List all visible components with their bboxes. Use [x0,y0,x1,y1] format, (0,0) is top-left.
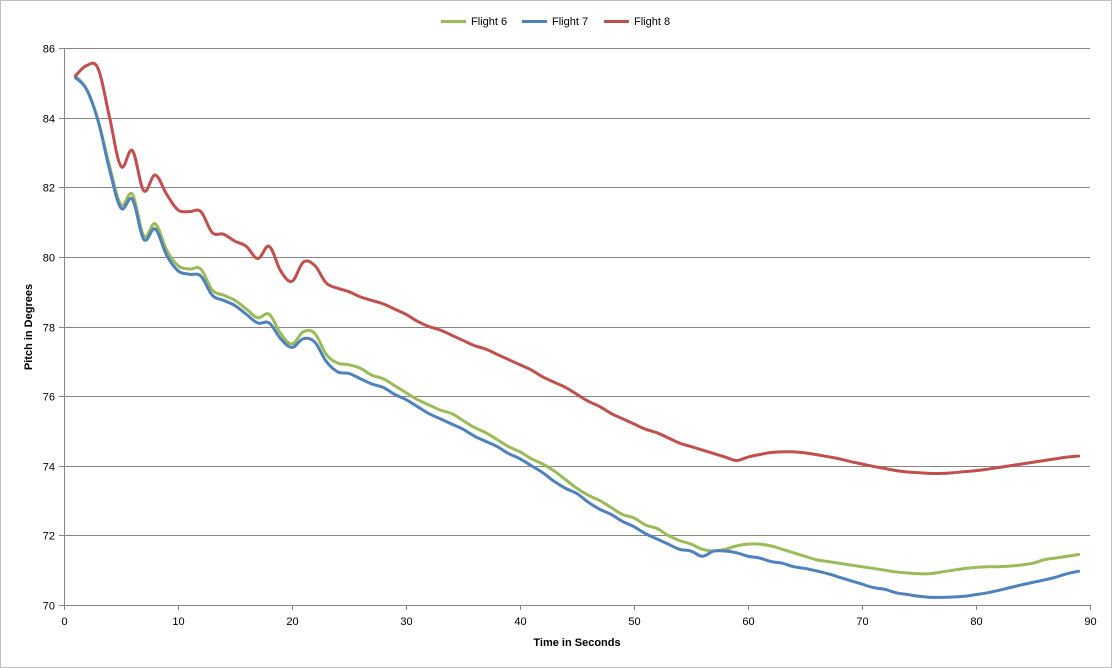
y-tick-label: 76 [43,392,55,404]
tick-labels: 70 72 74 76 78 80 82 84 86 0 10 20 30 40 50 60 70 80 90 [43,44,1097,629]
y-tick-label: 72 [43,531,55,543]
x-tick-label: 40 [514,616,526,628]
series-line-flight-8 [73,61,1081,475]
x-tick-label: 30 [400,616,412,628]
legend-label: Flight 7 [552,16,588,28]
legend-item-flight-6: Flight 6 [441,16,507,28]
legend-item-flight-8: Flight 8 [604,16,670,28]
y-tick-label: 80 [43,253,55,265]
legend-label: Flight 6 [471,16,507,28]
axes [59,48,1091,610]
x-tick-label: 20 [286,616,298,628]
x-axis-title: Time in Seconds [533,637,620,649]
x-tick-label: 50 [628,616,640,628]
x-tick-label: 80 [970,616,982,628]
series-line-flight-7 [73,76,1081,599]
grid-lines [64,48,1090,536]
legend-label: Flight 8 [634,16,670,28]
y-tick-label: 74 [43,462,55,474]
x-tick-label: 10 [172,616,184,628]
x-tick-label: 60 [742,616,754,628]
x-tick-label: 0 [61,616,67,628]
y-tick-label: 70 [43,601,55,613]
y-tick-label: 84 [43,114,55,126]
x-tick-label: 90 [1084,616,1096,628]
y-tick-label: 78 [43,323,55,335]
series-lines [73,61,1081,599]
y-tick-label: 86 [43,44,55,56]
legend: Flight 6 Flight 7 Flight 8 [441,16,670,28]
y-axis-title: Pitch in Degrees [23,284,35,370]
series-line-flight-6 [73,74,1081,576]
y-tick-label: 82 [43,183,55,195]
legend-item-flight-7: Flight 7 [522,16,588,28]
x-tick-label: 70 [856,616,868,628]
